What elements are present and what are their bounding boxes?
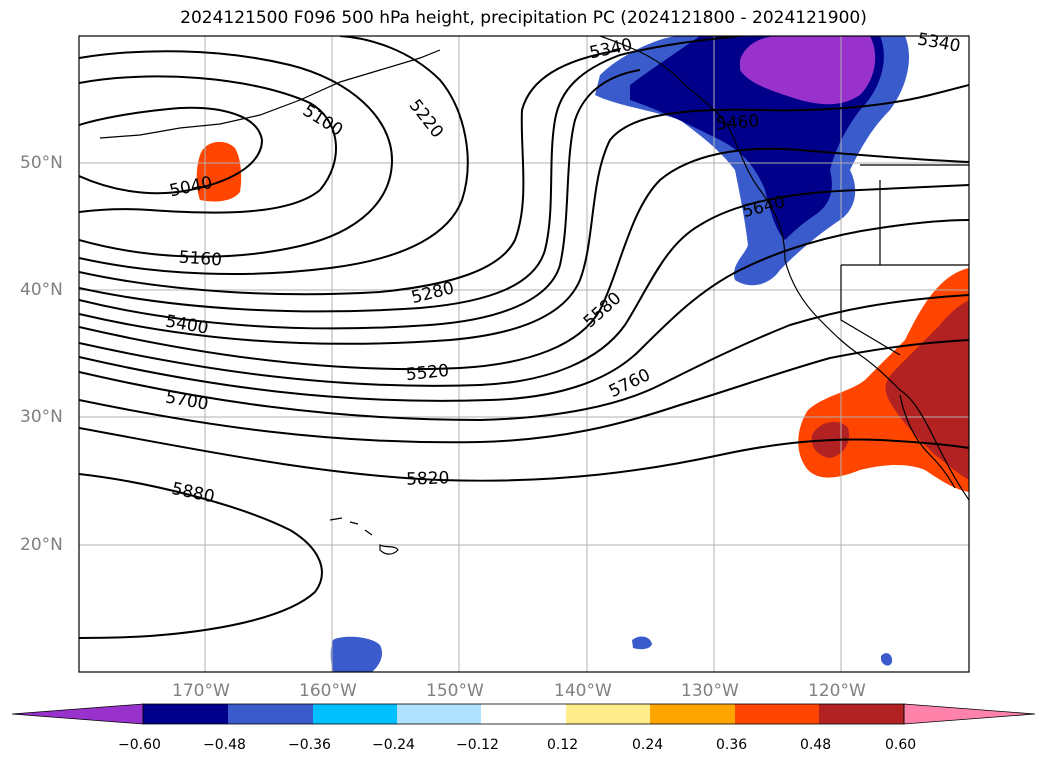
colorbar-tick: 0.36 xyxy=(716,737,748,753)
contour-label: 5220 xyxy=(405,96,447,142)
colorbar-segment xyxy=(819,704,904,724)
hawaii xyxy=(329,517,399,555)
colorbar-tick: −0.36 xyxy=(288,737,331,753)
contour-label: 5520 xyxy=(405,361,450,385)
contour-5040 xyxy=(79,106,264,195)
contour-5760 xyxy=(79,339,969,444)
colorbar-segment xyxy=(650,704,735,724)
colorbar-tick: −0.12 xyxy=(456,737,499,753)
contour-label: 5460 xyxy=(715,112,760,135)
contour-label: 5820 xyxy=(406,468,450,489)
contour-label: 5160 xyxy=(178,248,223,271)
contour-label: 5280 xyxy=(409,278,456,308)
contour-label: 5880 xyxy=(170,479,216,508)
height-contours xyxy=(79,36,969,639)
lon-label: 130°W xyxy=(681,681,739,701)
us-border-4 xyxy=(840,265,901,356)
map-grid xyxy=(79,36,969,672)
colorbar-segment xyxy=(397,704,481,724)
colorbar-tick: −0.60 xyxy=(118,737,161,753)
colorbar-tick: 0.24 xyxy=(632,737,664,753)
lon-label: 120°W xyxy=(808,681,866,701)
lat-label: 50°N xyxy=(20,153,63,173)
lon-label: 170°W xyxy=(172,681,230,701)
contour-5640 xyxy=(79,219,969,402)
contour-label: 5340 xyxy=(916,29,962,56)
contour-5400 xyxy=(79,69,641,330)
aleutians xyxy=(99,49,441,139)
contour-5280 xyxy=(79,49,621,296)
colorbar-tick: 0.12 xyxy=(547,737,579,753)
precip-neg-small-1 xyxy=(330,636,383,672)
colorbar-tick: 0.48 xyxy=(800,737,832,753)
contour-5700 xyxy=(79,294,969,422)
contour-5160 xyxy=(79,50,394,258)
contour-5580 xyxy=(79,184,969,387)
colorbar xyxy=(11,703,1036,725)
contour-5100 xyxy=(79,75,337,214)
colorbar-segment xyxy=(143,704,228,724)
contour-label: 5100 xyxy=(299,101,346,141)
lon-label: 140°W xyxy=(554,681,612,701)
precip-neg-small-3 xyxy=(881,653,893,666)
contour-label: 5400 xyxy=(164,311,210,338)
colorbar-segment xyxy=(228,704,313,724)
contour-5460 xyxy=(79,84,969,345)
contour-5880 xyxy=(79,473,323,639)
colorbar-segment xyxy=(313,704,397,724)
map-frame xyxy=(78,35,970,673)
contour-label: 5700 xyxy=(164,387,210,414)
contour-5820 xyxy=(79,427,969,482)
na-coast xyxy=(599,36,969,501)
contour-5520 xyxy=(79,147,969,371)
colorbar-extend-right xyxy=(903,703,1036,725)
lat-label: 20°N xyxy=(20,535,63,555)
lat-label: 40°N xyxy=(20,280,63,300)
contour-5220 xyxy=(79,36,469,275)
colorbar-segment xyxy=(481,704,566,724)
lat-label: 30°N xyxy=(20,407,63,427)
colorbar-tick: −0.24 xyxy=(372,737,415,753)
precip-neg-small-2 xyxy=(632,636,652,650)
colorbar-frame xyxy=(142,703,905,725)
precip-pos-core xyxy=(885,300,969,480)
colorbar-segment xyxy=(735,704,819,724)
colorbar-segment xyxy=(566,704,650,724)
coastlines xyxy=(99,36,969,555)
lon-label: 160°W xyxy=(299,681,357,701)
lon-label: 150°W xyxy=(426,681,484,701)
colorbar-extend-left xyxy=(11,703,144,725)
baja xyxy=(899,394,956,489)
contour-5340 xyxy=(79,36,741,313)
colorbar-tick: −0.48 xyxy=(203,737,246,753)
map-title: 2024121500 F096 500 hPa height, precipit… xyxy=(180,8,867,28)
colorbar-tick: 0.60 xyxy=(885,737,917,753)
